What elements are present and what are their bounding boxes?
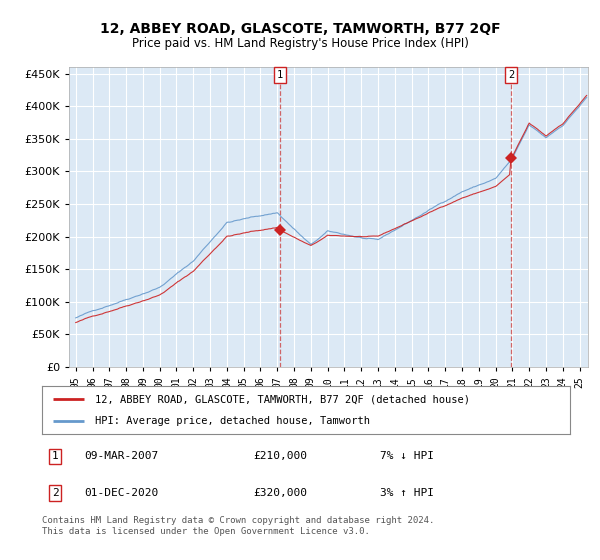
Text: 1: 1	[277, 70, 283, 80]
Text: 7% ↓ HPI: 7% ↓ HPI	[380, 451, 434, 461]
Text: 2: 2	[508, 70, 514, 80]
Text: 12, ABBEY ROAD, GLASCOTE, TAMWORTH, B77 2QF (detached house): 12, ABBEY ROAD, GLASCOTE, TAMWORTH, B77 …	[95, 394, 470, 404]
Text: HPI: Average price, detached house, Tamworth: HPI: Average price, detached house, Tamw…	[95, 416, 370, 426]
Text: 12, ABBEY ROAD, GLASCOTE, TAMWORTH, B77 2QF: 12, ABBEY ROAD, GLASCOTE, TAMWORTH, B77 …	[100, 22, 500, 36]
Text: Contains HM Land Registry data © Crown copyright and database right 2024.
This d: Contains HM Land Registry data © Crown c…	[42, 516, 434, 536]
Text: 01-DEC-2020: 01-DEC-2020	[84, 488, 158, 498]
Text: 1: 1	[52, 451, 59, 461]
Text: £210,000: £210,000	[253, 451, 307, 461]
Text: £320,000: £320,000	[253, 488, 307, 498]
Text: 3% ↑ HPI: 3% ↑ HPI	[380, 488, 434, 498]
Text: 09-MAR-2007: 09-MAR-2007	[84, 451, 158, 461]
Text: 2: 2	[52, 488, 59, 498]
Text: Price paid vs. HM Land Registry's House Price Index (HPI): Price paid vs. HM Land Registry's House …	[131, 37, 469, 50]
